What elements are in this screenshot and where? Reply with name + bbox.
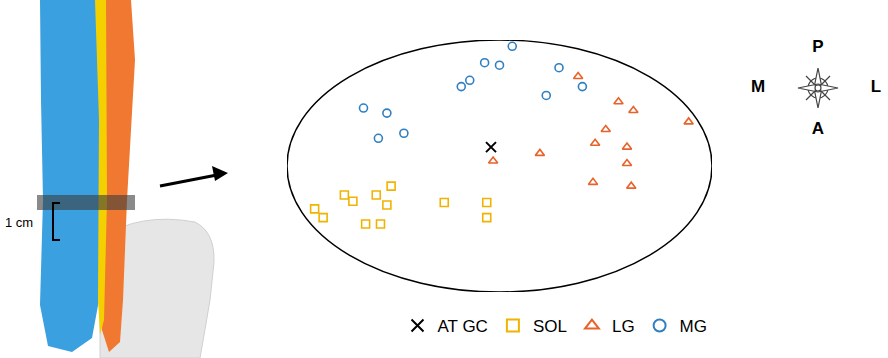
- svg-text:P: P: [812, 37, 823, 56]
- svg-text:MG: MG: [680, 317, 707, 336]
- svg-text:1 cm: 1 cm: [5, 215, 33, 230]
- svg-text:LG: LG: [612, 317, 635, 336]
- svg-text:SOL: SOL: [533, 317, 567, 336]
- svg-text:AT GC: AT GC: [438, 317, 488, 336]
- svg-text:M: M: [751, 77, 765, 96]
- svg-text:A: A: [812, 119, 824, 138]
- svg-text:L: L: [871, 77, 881, 96]
